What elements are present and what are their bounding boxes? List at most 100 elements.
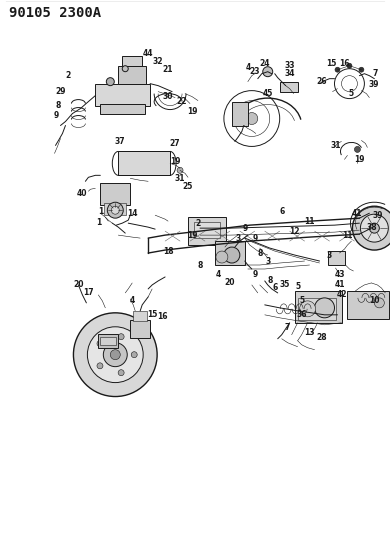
Text: 23: 23: [249, 67, 260, 76]
Text: 25: 25: [183, 182, 193, 191]
Text: 13: 13: [304, 328, 315, 337]
Text: 21: 21: [163, 65, 173, 74]
Bar: [99, 334, 118, 348]
Circle shape: [359, 67, 364, 72]
Text: 26: 26: [316, 77, 327, 86]
Text: 14: 14: [127, 209, 138, 217]
Text: 4: 4: [245, 63, 251, 72]
Circle shape: [300, 301, 316, 317]
Text: 19: 19: [187, 231, 197, 240]
Text: 42: 42: [336, 290, 347, 300]
Text: 35: 35: [280, 280, 290, 289]
Circle shape: [118, 334, 124, 340]
Text: 5: 5: [349, 89, 354, 98]
Text: 8: 8: [257, 248, 262, 257]
Circle shape: [106, 78, 114, 86]
Text: 17: 17: [83, 288, 94, 297]
Circle shape: [315, 298, 335, 318]
Text: 15: 15: [147, 310, 157, 319]
Text: 39: 39: [372, 211, 383, 220]
Text: 2: 2: [66, 71, 71, 80]
Text: 8: 8: [197, 261, 203, 270]
Text: 27: 27: [170, 139, 180, 148]
Text: 11: 11: [304, 216, 315, 225]
Text: 16: 16: [157, 312, 167, 321]
Text: 12: 12: [289, 227, 300, 236]
Text: 41: 41: [352, 209, 363, 217]
Circle shape: [118, 370, 124, 376]
Circle shape: [110, 350, 120, 360]
Text: 15: 15: [326, 59, 337, 68]
Text: 39: 39: [368, 80, 378, 89]
Text: 2: 2: [196, 219, 201, 228]
Circle shape: [224, 247, 240, 263]
Bar: [215, 241, 245, 265]
Text: 6: 6: [272, 284, 277, 293]
Circle shape: [177, 167, 183, 173]
Circle shape: [374, 298, 384, 308]
Text: 45: 45: [262, 89, 273, 98]
Text: 36: 36: [296, 310, 307, 319]
Bar: [295, 291, 343, 323]
Circle shape: [347, 63, 352, 68]
Circle shape: [369, 223, 379, 233]
Bar: [133, 311, 147, 321]
Circle shape: [216, 251, 228, 263]
Bar: [100, 103, 145, 114]
Text: 34: 34: [284, 69, 295, 78]
Text: 16: 16: [339, 59, 350, 68]
Text: 31: 31: [330, 141, 341, 150]
Circle shape: [97, 341, 103, 346]
Bar: [328, 251, 346, 265]
Bar: [298, 298, 335, 320]
Bar: [118, 151, 170, 175]
Text: 90105 2300A: 90105 2300A: [9, 6, 101, 20]
Circle shape: [246, 112, 258, 125]
Text: 11: 11: [342, 231, 353, 240]
Bar: [118, 66, 146, 84]
Text: 1: 1: [96, 217, 101, 227]
Circle shape: [263, 67, 273, 77]
Text: 44: 44: [143, 49, 153, 58]
Text: 3: 3: [265, 256, 270, 265]
Text: 40: 40: [77, 189, 88, 198]
Bar: [130, 320, 150, 338]
Circle shape: [107, 202, 123, 218]
Bar: [232, 102, 248, 125]
Circle shape: [103, 343, 127, 367]
Text: 8: 8: [56, 101, 61, 110]
Text: 6: 6: [279, 207, 284, 216]
Text: 43: 43: [334, 270, 345, 279]
Text: 9: 9: [242, 224, 248, 232]
Text: 9: 9: [252, 270, 257, 279]
Circle shape: [352, 206, 391, 250]
Circle shape: [74, 313, 157, 397]
Text: 38: 38: [366, 223, 377, 232]
Bar: [95, 84, 150, 106]
Text: 20: 20: [224, 278, 235, 287]
Text: 24: 24: [260, 59, 270, 68]
Text: 22: 22: [177, 97, 187, 106]
Bar: [122, 56, 142, 66]
Bar: [188, 217, 226, 245]
Text: 3: 3: [235, 233, 240, 243]
Text: 19: 19: [354, 155, 365, 164]
Circle shape: [122, 66, 128, 72]
Text: 33: 33: [284, 61, 295, 70]
Text: 32: 32: [153, 57, 163, 66]
Text: 3: 3: [327, 251, 332, 260]
Text: 37: 37: [115, 137, 126, 146]
Text: 7: 7: [373, 69, 378, 78]
Text: 41: 41: [334, 280, 345, 289]
Text: 5: 5: [299, 296, 304, 305]
Text: 30: 30: [163, 92, 173, 101]
Text: 18: 18: [163, 247, 174, 255]
Text: 4: 4: [129, 296, 135, 305]
Text: 19: 19: [187, 107, 197, 116]
Text: 1: 1: [98, 207, 103, 216]
Text: 29: 29: [55, 87, 66, 96]
Text: 28: 28: [316, 333, 327, 342]
Text: 8: 8: [267, 277, 273, 286]
Circle shape: [87, 327, 143, 383]
Bar: [100, 337, 116, 345]
